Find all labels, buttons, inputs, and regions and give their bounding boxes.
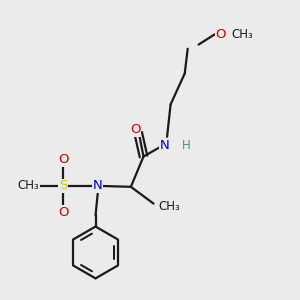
Text: CH₃: CH₃ <box>159 200 181 213</box>
Text: N: N <box>159 139 169 152</box>
Text: N: N <box>93 179 103 192</box>
Text: O: O <box>58 153 68 166</box>
Text: O: O <box>215 28 226 41</box>
Text: O: O <box>58 206 68 219</box>
Text: CH₃: CH₃ <box>18 179 40 192</box>
Text: H: H <box>182 139 190 152</box>
Text: CH₃: CH₃ <box>232 28 254 41</box>
Text: S: S <box>59 179 67 192</box>
Text: O: O <box>130 124 140 136</box>
